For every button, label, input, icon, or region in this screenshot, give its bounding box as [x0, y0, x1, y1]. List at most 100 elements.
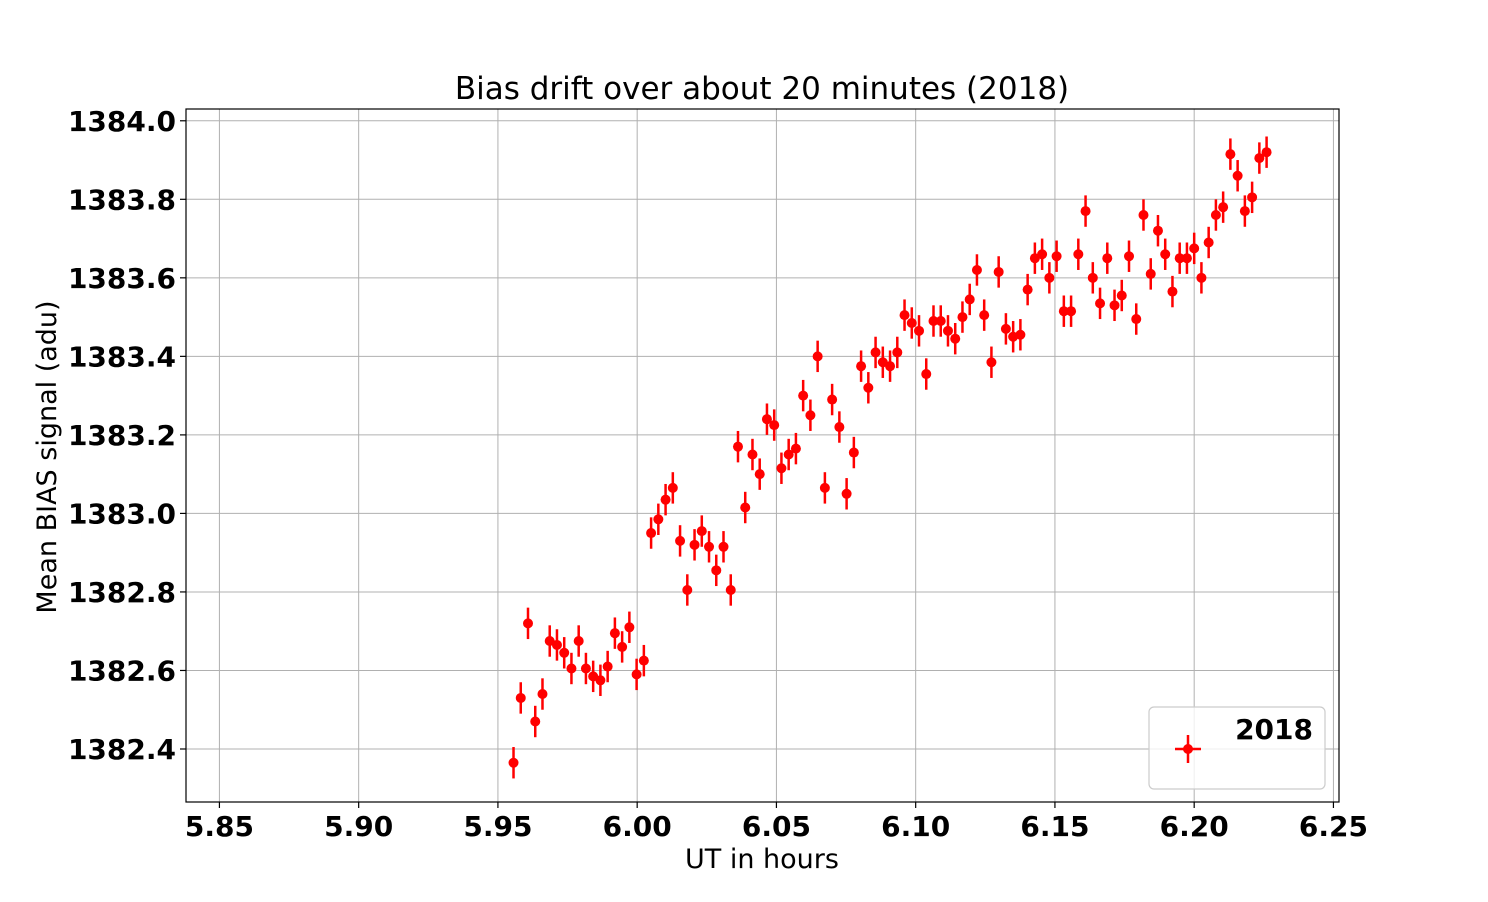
data-point [1210, 210, 1221, 221]
y-tick-label: 1383.2 [68, 419, 176, 452]
chart-title: Bias drift over about 20 minutes (2018) [455, 71, 1069, 107]
data-point [1181, 253, 1192, 264]
data-point [805, 410, 816, 421]
y-tick-label: 1383.4 [68, 340, 176, 373]
data-point [1058, 306, 1069, 317]
data-point [1232, 170, 1243, 181]
data-point [1218, 202, 1229, 213]
data-point [993, 266, 1004, 277]
x-tick-label: 6.15 [1020, 810, 1089, 843]
data-point [1015, 329, 1026, 340]
data-point [841, 488, 852, 499]
x-tick-label: 6.05 [742, 810, 811, 843]
data-point [689, 539, 700, 550]
data-point [580, 663, 591, 674]
data-point [1080, 206, 1091, 217]
data-point [819, 482, 830, 493]
data-point [1225, 149, 1236, 160]
data-point [551, 639, 562, 650]
data-point [1109, 300, 1120, 311]
data-point [704, 541, 715, 552]
data-point [1116, 290, 1127, 301]
y-axis: 1382.4 1382.6 1382.8 1383.0 1383.2 1383.4 1383… [68, 105, 186, 766]
data-point [848, 447, 859, 458]
data-point [646, 528, 657, 539]
data-point [523, 618, 534, 629]
y-tick-label: 1382.4 [68, 733, 176, 766]
data-point [747, 449, 758, 460]
data-point [928, 316, 939, 327]
data-point [1247, 192, 1258, 203]
data-point [508, 757, 519, 768]
data-point [899, 310, 910, 321]
data-point [609, 628, 620, 639]
data-point [653, 514, 664, 525]
data-point [971, 264, 982, 275]
x-tick-label: 5.90 [324, 810, 393, 843]
data-point [776, 463, 787, 474]
data-point [834, 422, 845, 433]
data-point [1203, 237, 1214, 248]
data-point [827, 394, 838, 405]
data-point [942, 325, 953, 336]
y-axis-label: Mean BIAS signal (adu) [32, 300, 63, 613]
data-point [711, 565, 722, 576]
data-point [957, 312, 968, 323]
data-point [732, 441, 743, 452]
data-point [1037, 249, 1048, 260]
data-point [798, 390, 809, 401]
data-point [530, 716, 541, 727]
data-point [1152, 225, 1163, 236]
y-tick-label: 1384.0 [68, 105, 176, 138]
x-tick-label: 5.95 [463, 810, 532, 843]
data-point [1160, 249, 1171, 260]
data-point [769, 420, 780, 431]
data-point [964, 294, 975, 305]
x-tick-label: 6.10 [881, 810, 950, 843]
data-point [696, 526, 707, 537]
x-axis: 5.85 5.90 5.95 6.00 6.05 6.10 6.15 6.20 6.25 [185, 802, 1368, 843]
data-point [906, 317, 917, 328]
data-point [979, 310, 990, 321]
data-point [856, 361, 867, 372]
data-point [754, 469, 765, 480]
y-tick-label: 1383.0 [68, 497, 176, 530]
data-point [761, 414, 772, 425]
data-point [725, 584, 736, 595]
data-point [986, 357, 997, 368]
data-point [921, 369, 932, 380]
y-tick-label: 1383.6 [68, 262, 176, 295]
data-point [718, 541, 729, 552]
data-point [1000, 323, 1011, 334]
x-tick-label: 5.85 [185, 810, 254, 843]
data-point [566, 663, 577, 674]
data-point [1138, 210, 1149, 221]
data-point [1261, 147, 1272, 158]
data-point [1167, 286, 1178, 297]
data-point [885, 361, 896, 372]
data-point [638, 655, 649, 666]
data-point [892, 347, 903, 358]
data-point [1254, 153, 1265, 164]
data-point [624, 622, 635, 633]
data-point [1124, 251, 1135, 262]
data-point [783, 449, 794, 460]
y-tick-label: 1382.6 [68, 654, 176, 687]
x-axis-label: UT in hours [685, 844, 839, 875]
data-point [1087, 272, 1098, 283]
data-point [950, 333, 961, 344]
data-point [631, 669, 642, 680]
y-tick-label: 1382.8 [68, 576, 176, 609]
legend: 2018 [1148, 706, 1326, 790]
legend-label: 2018 [1235, 713, 1313, 746]
data-point [914, 325, 925, 336]
data-point [573, 636, 584, 647]
data-point [1066, 306, 1077, 317]
data-point [667, 482, 678, 493]
data-point [1131, 314, 1142, 325]
data-point [602, 661, 613, 672]
y-tick-label: 1383.8 [68, 183, 176, 216]
data-point [660, 494, 671, 505]
legend-marker [1183, 744, 1193, 754]
